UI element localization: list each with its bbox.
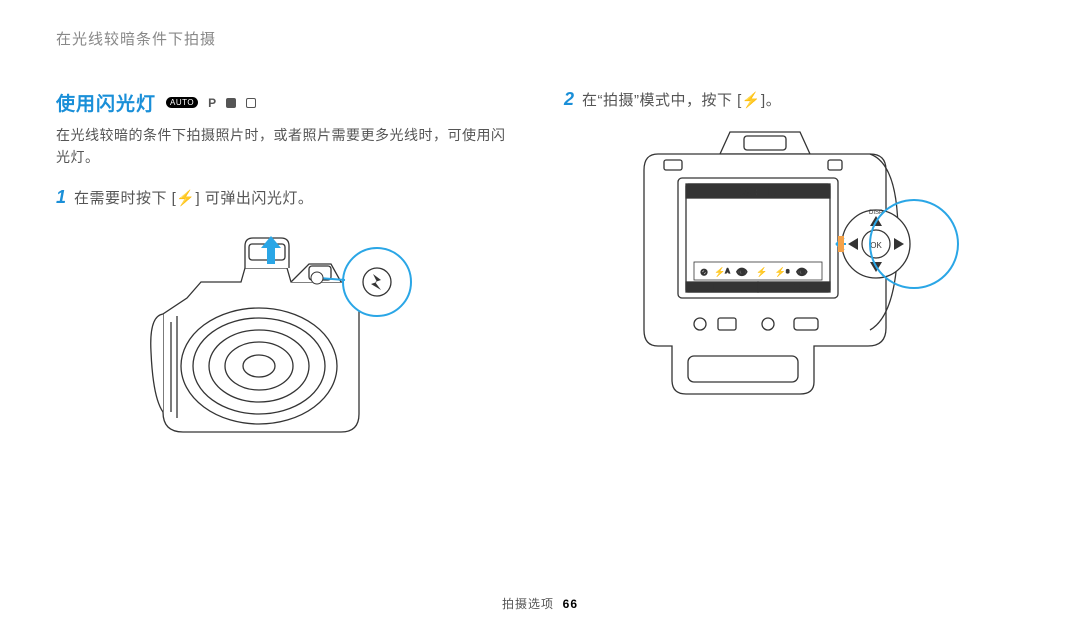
step-2-number: 2	[564, 89, 574, 110]
heading-title: 使用闪光灯	[56, 89, 156, 116]
svg-text:调整: 调整	[794, 284, 806, 292]
step-1: 1 在需要时按下 [⚡] 可弹出闪光灯。	[56, 187, 516, 208]
svg-text:👁: 👁	[736, 267, 747, 277]
step-2-text: 在“拍摄”模式中，按下 [⚡]。	[582, 89, 781, 110]
mode-p: P	[208, 96, 216, 110]
footer-page-number: 66	[563, 597, 578, 611]
left-column: 使用闪光灯 AUTO P 在光线较暗的条件下拍摄照片时，或者照片需要更多光线时，…	[56, 89, 516, 462]
section-heading: 使用闪光灯 AUTO P	[56, 89, 516, 116]
svg-text:👁: 👁	[796, 267, 807, 277]
svg-text:⚡: ⚡	[756, 266, 767, 278]
step-1-text: 在需要时按下 [⚡] 可弹出闪光灯。	[74, 187, 313, 208]
step-1-number: 1	[56, 187, 66, 208]
ok-button-label: OK	[870, 241, 882, 250]
camera-back-diagram: 闪光：自动 ⊘ ⚡ᴬ 👁 ⚡ ⚡ˢ 👁 返回 调整	[614, 124, 974, 404]
mode-square2-icon	[246, 98, 256, 108]
flash-icon: ⚡	[742, 91, 761, 109]
flash-direction-highlight	[838, 236, 844, 252]
flash-icon: ⚡	[176, 189, 195, 207]
right-column: 2 在“拍摄”模式中，按下 [⚡]。	[564, 89, 1024, 462]
svg-text:⚡ᴬ: ⚡ᴬ	[714, 266, 730, 278]
svg-text:⊘: ⊘	[700, 267, 708, 277]
svg-text:⚡ˢ: ⚡ˢ	[775, 266, 789, 278]
mode-auto-badge: AUTO	[166, 97, 198, 108]
screen-mode-label: 闪光：自动	[741, 187, 776, 196]
breadcrumb: 在光线较暗条件下拍摄	[56, 28, 1024, 49]
footer-section: 拍摄选项	[502, 597, 554, 611]
camera-front-diagram	[141, 222, 431, 462]
intro-text: 在光线较暗的条件下拍摄照片时，或者照片需要更多光线时，可使用闪光灯。	[56, 124, 516, 169]
step-2: 2 在“拍摄”模式中，按下 [⚡]。	[564, 89, 1024, 110]
page-footer: 拍摄选项 66	[0, 595, 1080, 612]
svg-text:返回: 返回	[708, 285, 720, 292]
mode-square-icon	[226, 98, 236, 108]
